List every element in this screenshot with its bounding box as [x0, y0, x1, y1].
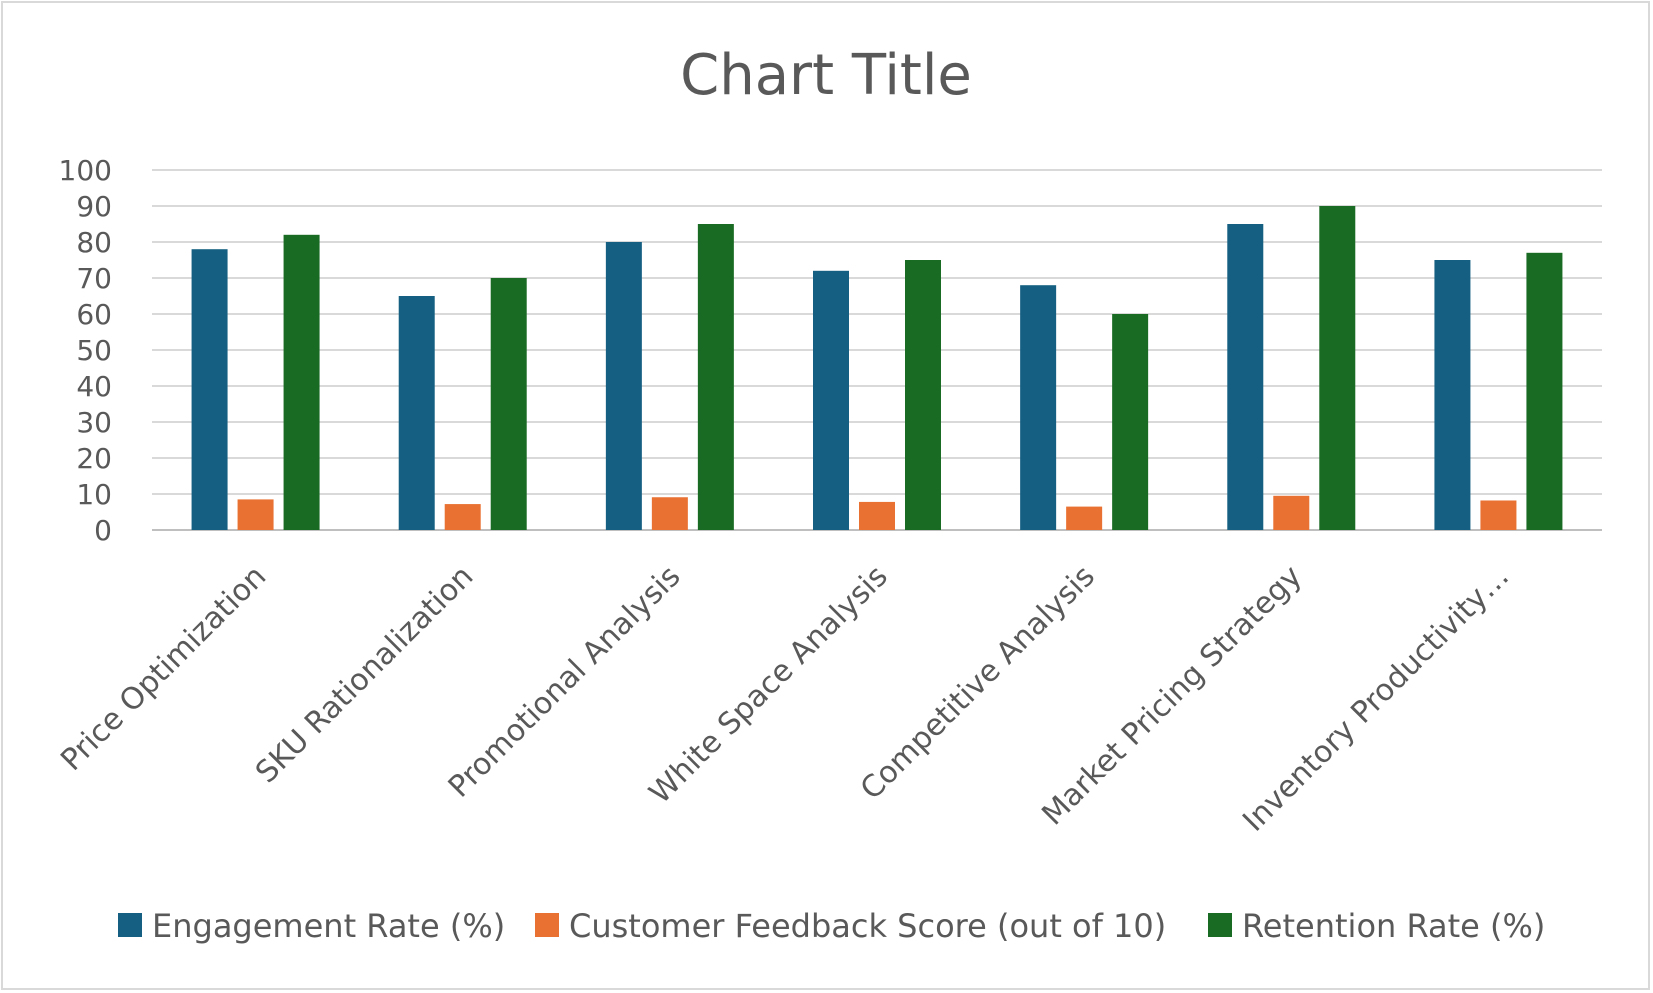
bar-1-6	[1227, 224, 1264, 530]
bar-2-4	[859, 501, 895, 530]
y-tick-label: 40	[76, 370, 112, 403]
y-tick-label: 30	[76, 406, 112, 439]
y-tick-label: 0	[94, 514, 112, 547]
bar-1-4	[813, 270, 849, 530]
bar-1-2	[398, 296, 435, 530]
x-tick-label: Price Optimization	[54, 559, 273, 778]
y-tick-label: 90	[76, 190, 112, 223]
gridlines	[152, 169, 1602, 531]
y-tick-label: 100	[59, 154, 112, 187]
x-tick-label: Promotional Analysis	[442, 559, 688, 805]
bar-3-3	[697, 224, 734, 530]
bar-3-4	[905, 260, 941, 530]
bar-2-2	[444, 504, 481, 530]
x-tick-label: SKU Rationalization	[249, 559, 480, 790]
bar-2-5	[1066, 506, 1103, 530]
bar-1-3	[605, 242, 642, 530]
chart-title: Chart Title	[680, 43, 972, 108]
y-tick-label: 70	[76, 262, 112, 295]
bars	[191, 206, 1563, 531]
legend: Engagement Rate (%) Customer Feedback Sco…	[118, 907, 1545, 945]
x-tick-label: Competitive Analysis	[854, 559, 1102, 807]
bar-3-6	[1319, 206, 1356, 530]
bar-2-7	[1480, 500, 1517, 530]
bar-2-3	[651, 497, 688, 530]
bar-3-7	[1526, 252, 1563, 531]
bar-1-1	[191, 249, 228, 530]
y-tick-label: 10	[76, 478, 112, 511]
legend-label: Engagement Rate (%)	[152, 907, 505, 945]
legend-swatch	[118, 913, 142, 937]
y-tick-label: 20	[76, 442, 112, 475]
y-tick-label: 50	[76, 334, 112, 367]
legend-swatch	[535, 913, 559, 937]
bar-1-7	[1434, 260, 1471, 530]
legend-label: Customer Feedback Score (out of 10)	[569, 907, 1166, 945]
bar-1-5	[1020, 285, 1057, 530]
bar-2-1	[237, 499, 274, 530]
y-tick-label: 80	[76, 226, 112, 259]
bar-3-5	[1112, 314, 1149, 530]
bar-3-2	[490, 278, 527, 530]
legend-swatch	[1208, 913, 1232, 937]
y-tick-label: 60	[76, 298, 112, 331]
x-tick-label: White Space Analysis	[643, 559, 895, 811]
legend-label: Retention Rate (%)	[1242, 907, 1545, 945]
bar-2-6	[1273, 495, 1310, 530]
bar-3-1	[283, 234, 320, 531]
